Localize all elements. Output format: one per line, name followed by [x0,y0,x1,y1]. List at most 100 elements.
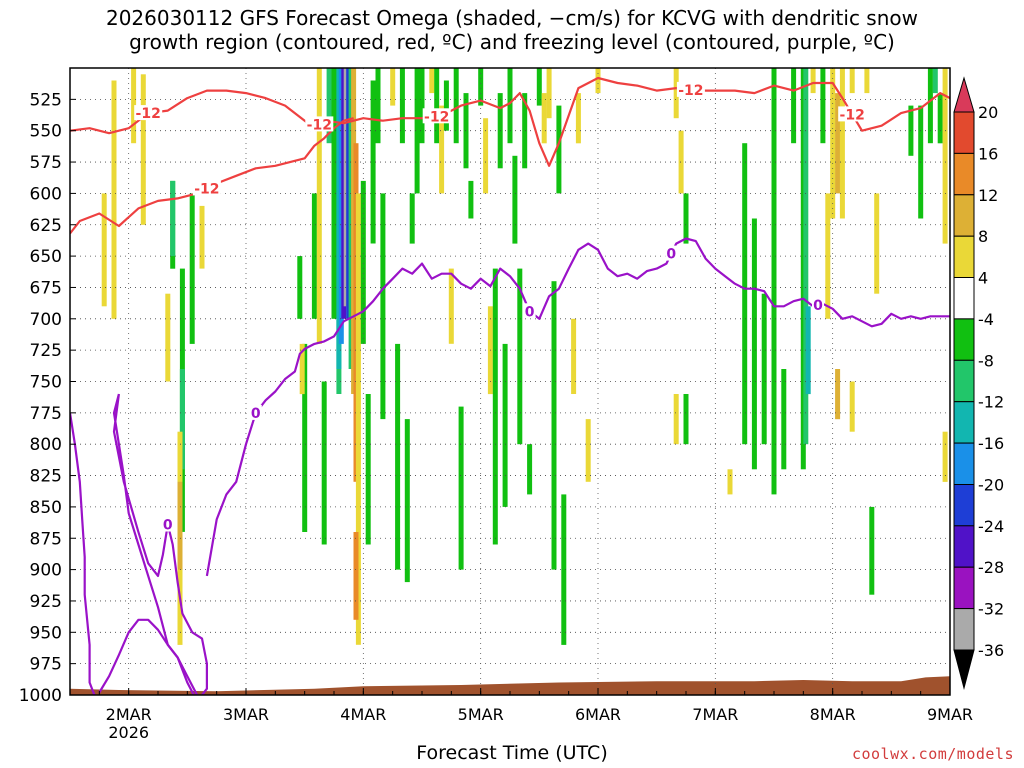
dgz-contour-label: -12 [307,117,332,133]
omega-patch [353,532,359,620]
colorbar-label: -32 [978,600,1004,619]
colorbar-band [953,608,975,651]
colorbar-label: -24 [978,517,1004,536]
omega-patch [199,205,205,269]
y-tick-label: 650 [30,247,62,267]
y-tick-label: 775 [30,404,62,424]
omega-patch [355,193,361,645]
omega-patch [111,80,117,319]
omega-patch [864,68,870,94]
colorbar-band [953,235,975,279]
colorbar-band [953,194,975,237]
omega-patch [365,394,371,545]
omega-patch [492,268,498,545]
colorbar-label: -20 [978,476,1004,495]
omega-patch [942,431,948,482]
freezing-contour-label-bg [161,516,174,532]
freezing-contour-label: 0 [813,298,823,314]
omega-patch [839,68,845,219]
y-tick-label: 600 [30,184,62,204]
dgz-contour-lower-line [70,117,354,235]
x-axis-label: Forecast Time (UTC) [416,742,608,764]
omega-patch [942,68,948,244]
dgz-contour-label-bg [305,116,334,132]
omega-patch [414,68,420,194]
colorbar-label: 16 [978,144,998,163]
colorbar-bottom-arrow [953,649,975,690]
omega-patch [370,80,376,244]
colorbar-legend: 20 16 12 8 4 -4 -8 -12 -16 -20 -24 -28 -32 -36 [953,76,1004,690]
omega-patch [101,193,107,307]
omega-patch [189,193,195,344]
omega-patch [468,180,474,219]
colorbar-band [953,401,975,444]
omega-patch [585,419,591,482]
omega-patch [727,469,733,495]
colorbar-label: -28 [978,558,1004,577]
colorbar-band [953,484,975,527]
contour-labels: -12 -12 -12 -12 -12 -12 0 0 0 0 0 [134,81,867,534]
colorbar-band [953,359,975,403]
y-tick-label: 875 [30,529,62,549]
omega-patch [434,68,440,144]
colorbar-label: -4 [978,310,994,329]
omega-patch [140,74,146,225]
omega-patch [409,193,415,244]
omega-patch [781,369,787,470]
omega-patch [805,306,811,395]
dgz-contour-label: -12 [678,83,703,99]
freezing-contour-label-bg [249,404,262,420]
colorbar-label: 20 [978,103,998,122]
colorbar-band [953,318,975,361]
colorbar-label: -8 [978,351,994,370]
colorbar-band [953,442,975,486]
x-tick-label: 8MAR [810,705,856,724]
colorbar-band [953,111,975,154]
dgz-contour-label-bg [192,180,221,196]
y-tick-label: 900 [30,561,62,581]
dgz-contour-label-bg [134,105,163,121]
dgz-contour-label: -12 [136,106,161,122]
omega-patch [541,93,547,144]
omega-patch [742,143,748,445]
colorbar-label: 12 [978,186,998,205]
x-tick-label: 5MAR [458,705,504,724]
dgz-contour-label-bg [676,81,705,97]
omega-patch [561,494,567,645]
omega-patch [820,68,826,144]
omega-patch [448,268,454,344]
colorbar-label: -16 [978,434,1004,453]
y-tick-label: 950 [30,623,62,643]
omega-patch [131,68,137,144]
omega-patch [453,68,459,144]
dgz-contour-label-bg [422,108,451,124]
omega-patch [483,118,489,194]
omega-patch [575,93,581,144]
omega-patch [673,394,679,445]
y-tick-label: 750 [30,373,62,393]
y-tick-label: 550 [30,122,62,142]
terrain-fill [70,676,950,695]
omega-patch [849,68,855,94]
colorbar-top-arrow [953,76,975,113]
omega-patch [512,155,518,244]
freezing-contour-closed-line [112,393,208,695]
y-tick-label: 525 [30,90,62,110]
y-tick-label: 575 [30,153,62,173]
omega-shading-layer [101,68,948,645]
omega-patch [311,193,317,319]
omega-patch [331,68,337,319]
gridlines [70,68,951,696]
omega-patch [302,343,308,532]
dgz-contour-upper-line [70,76,950,167]
colorbar-label: 8 [978,227,988,246]
omega-patch [595,68,601,94]
omega-patch [443,80,449,131]
omega-patch [316,68,322,344]
colorbar-band [953,277,975,320]
y-axis: 525 550 575 600 625 650 675 700 725 750 775 800 825 8… [19,90,76,706]
omega-patch [321,381,327,545]
omega-patch [937,93,943,144]
omega-patch [395,343,401,570]
